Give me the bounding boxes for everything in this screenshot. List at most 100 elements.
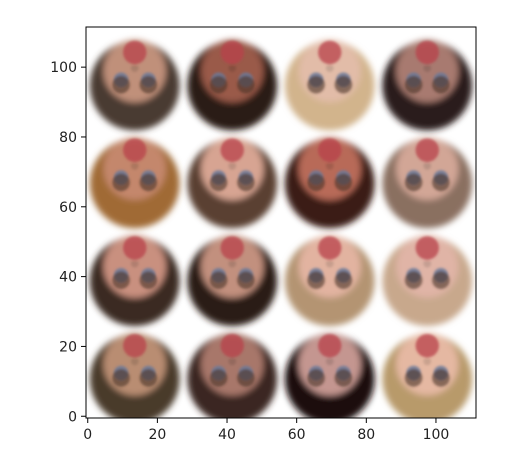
- nose: [423, 357, 432, 366]
- brow-left: [112, 173, 130, 192]
- nose: [423, 259, 432, 268]
- x-tick-label-100: 100: [423, 427, 450, 443]
- image-cell-r0-c1: [187, 333, 278, 418]
- face-detail-layer: [404, 138, 450, 192]
- brow-right: [334, 75, 353, 94]
- y-tick-label-60: 60: [59, 200, 77, 216]
- face-detail-layer: [404, 236, 450, 289]
- image-cell-r3-c2: [284, 39, 375, 131]
- mouth: [318, 333, 342, 358]
- brow-right: [334, 271, 353, 289]
- brow-right: [334, 369, 353, 387]
- brow-left: [209, 369, 228, 387]
- brow-right: [139, 271, 158, 289]
- y-tick-label-80: 80: [59, 130, 77, 146]
- image-cell-r2-c0: [89, 137, 180, 229]
- image-cell-r1-c3: [382, 235, 473, 326]
- brow-left: [307, 369, 325, 387]
- brow-left: [404, 173, 423, 192]
- face-detail-layer: [209, 236, 255, 289]
- mouth: [123, 236, 147, 260]
- nose: [130, 357, 139, 366]
- image-cell-r3-c1: [187, 39, 278, 131]
- mouth: [123, 40, 147, 65]
- brow-right: [237, 271, 255, 289]
- mouth: [318, 236, 342, 260]
- nose: [423, 64, 432, 72]
- image-cell-r1-c1: [187, 235, 278, 326]
- brow-right: [432, 369, 450, 387]
- x-tick-label-0: 0: [83, 427, 92, 443]
- mouth: [123, 138, 147, 162]
- face-detail-layer: [307, 138, 353, 192]
- mouth: [318, 40, 342, 65]
- image-cell-r3-c0: [89, 39, 180, 131]
- y-axis: 0 20 40 60 80 100: [50, 60, 86, 425]
- nose: [228, 357, 237, 366]
- nose: [325, 161, 334, 170]
- x-tick-label-80: 80: [357, 427, 375, 443]
- brow-left: [404, 75, 423, 94]
- brow-right: [432, 173, 450, 192]
- image-cell-r0-c0: [89, 333, 180, 418]
- brow-right: [432, 271, 450, 289]
- y-tick-label-40: 40: [59, 270, 77, 286]
- x-axis: 0 20 40 60 80 100: [83, 418, 449, 443]
- face-detail-layer: [112, 138, 158, 192]
- brow-left: [112, 75, 130, 94]
- brow-right: [237, 369, 255, 387]
- plot-frame: [85, 26, 477, 419]
- brow-right: [139, 173, 158, 192]
- brow-left: [112, 369, 130, 387]
- y-tick-label-100: 100: [50, 60, 77, 76]
- nose: [130, 259, 139, 268]
- mouth: [123, 333, 147, 358]
- nose: [130, 64, 139, 72]
- image-cell-r0-c2: [284, 333, 375, 418]
- mouth: [415, 138, 439, 162]
- brow-right: [432, 75, 450, 94]
- face-detail-layer: [209, 138, 255, 192]
- brow-left: [209, 75, 228, 94]
- image-grid: [89, 39, 473, 418]
- face-detail-layer: [404, 333, 450, 387]
- brow-left: [307, 75, 325, 94]
- image-cell-r0-c3: [382, 333, 473, 418]
- nose: [423, 161, 432, 170]
- brow-right: [237, 173, 255, 192]
- mouth: [220, 138, 244, 162]
- face-detail-layer: [112, 236, 158, 289]
- y-tick-label-20: 20: [59, 339, 77, 355]
- brow-right: [139, 369, 158, 387]
- image-cell-r2-c1: [187, 137, 278, 229]
- nose: [325, 357, 334, 366]
- brow-left: [112, 271, 130, 289]
- y-tick-label-0: 0: [68, 409, 77, 425]
- face-detail-layer: [404, 40, 450, 94]
- x-tick-label-40: 40: [218, 427, 236, 443]
- brow-left: [404, 271, 423, 289]
- mouth: [415, 236, 439, 260]
- brow-left: [307, 173, 325, 192]
- image-cell-r1-c0: [89, 235, 180, 326]
- mouth: [318, 138, 342, 162]
- mouth: [220, 236, 244, 260]
- image-cell-r3-c3: [382, 39, 473, 131]
- axes: [85, 26, 477, 419]
- face-detail-layer: [209, 40, 255, 94]
- face-detail-layer: [112, 40, 158, 94]
- nose: [130, 161, 139, 170]
- brow-left: [404, 369, 423, 387]
- face-detail-layer: [307, 333, 353, 387]
- image-cell-r1-c2: [284, 235, 375, 326]
- brow-left: [209, 173, 228, 192]
- face-detail-layer: [307, 40, 353, 94]
- brow-right: [334, 173, 353, 192]
- image-cell-r2-c3: [382, 137, 473, 229]
- x-tick-label-20: 20: [148, 427, 166, 443]
- mouth: [415, 333, 439, 358]
- brow-right: [237, 75, 255, 94]
- mouth: [220, 40, 244, 65]
- image-cell-r2-c2: [284, 137, 375, 229]
